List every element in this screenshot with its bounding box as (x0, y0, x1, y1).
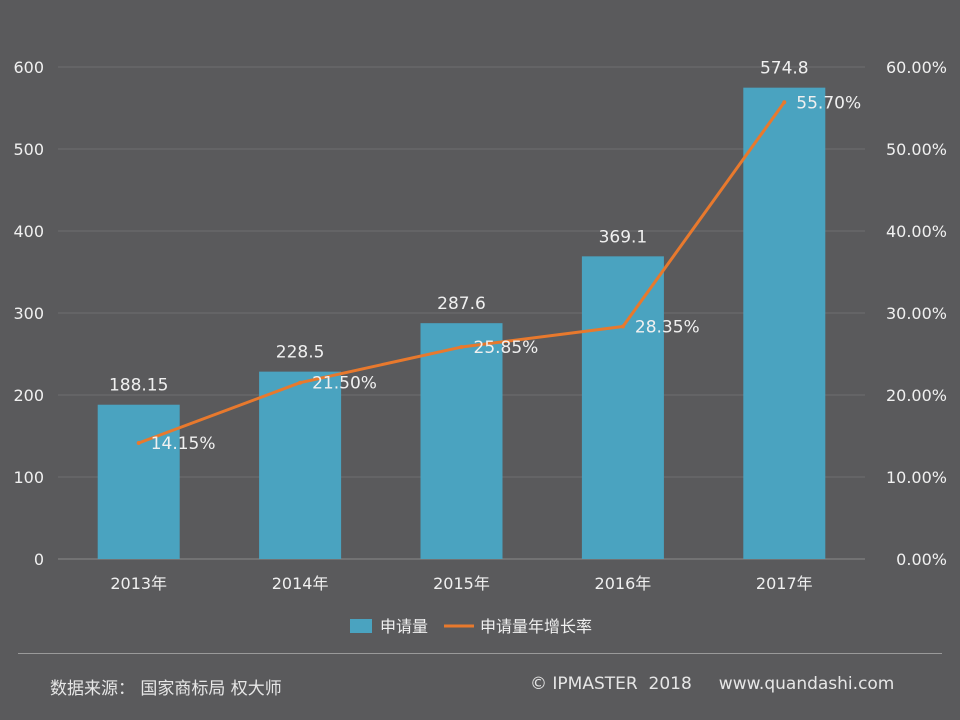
x-tick-label: 2015年 (433, 574, 490, 593)
y-tick-right: 50.00% (886, 140, 947, 159)
copyright-note: © IPMASTER 2018 www.quandashi.com (530, 674, 895, 694)
bar (743, 87, 826, 559)
growth-point (298, 380, 303, 385)
y-tick-left: 400 (13, 222, 44, 241)
y-tick-right: 30.00% (886, 304, 947, 323)
legend-label-bar: 申请量 (380, 617, 428, 636)
growth-value-label: 25.85% (474, 338, 539, 358)
y-tick-right: 40.00% (886, 222, 947, 241)
growth-value-label: 21.50% (312, 374, 377, 394)
bar (581, 256, 664, 559)
growth-value-label: 28.35% (635, 318, 700, 338)
bar-value-label: 369.1 (599, 227, 648, 247)
legend-label-line: 申请量年增长率 (480, 617, 592, 636)
x-tick-label: 2016年 (595, 574, 652, 593)
bar-value-label: 287.6 (437, 294, 486, 314)
growth-point (136, 440, 141, 445)
y-tick-left: 300 (13, 304, 44, 323)
x-tick-label: 2017年 (756, 574, 813, 593)
y-tick-left: 500 (13, 140, 44, 159)
bar-value-label: 228.5 (276, 343, 325, 363)
bar-value-label: 574.8 (760, 59, 809, 79)
growth-value-label: 14.15% (151, 434, 216, 454)
y-tick-right: 60.00% (886, 58, 947, 77)
x-tick-label: 2013年 (110, 574, 167, 593)
x-tick-label: 2014年 (272, 574, 329, 593)
y-tick-right: 10.00% (886, 468, 947, 487)
y-tick-left: 600 (13, 58, 44, 77)
legend-swatch-bar (350, 619, 372, 633)
growth-point (620, 324, 625, 329)
y-tick-left: 100 (13, 468, 44, 487)
bar (420, 323, 503, 559)
footer-divider (18, 653, 942, 654)
y-tick-left: 0 (34, 550, 44, 569)
growth-point (782, 100, 787, 105)
y-tick-right: 20.00% (886, 386, 947, 405)
growth-point (459, 345, 464, 350)
y-tick-left: 200 (13, 386, 44, 405)
bar-value-label: 188.15 (109, 376, 168, 396)
bar (259, 371, 342, 559)
combo-chart: 0 100 200 300 400 500 600 0.00% 10.00% 20.00% 30.0… (13, 58, 947, 636)
growth-value-label: 55.70% (796, 93, 861, 113)
y-tick-right: 0.00% (896, 550, 947, 569)
bar (97, 404, 180, 559)
source-note: 数据来源： 国家商标局 权大师 (50, 679, 282, 699)
